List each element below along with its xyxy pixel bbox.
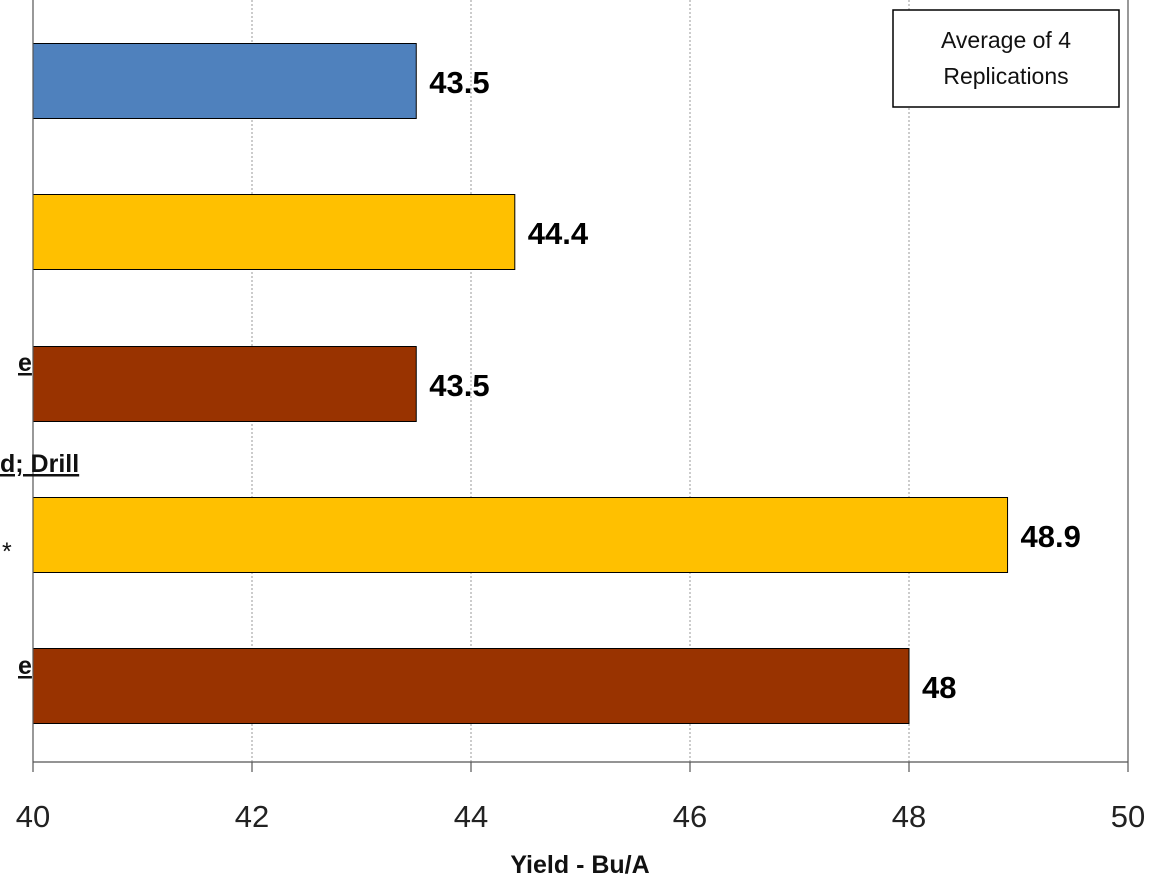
bar-data-label: 44.4 — [528, 216, 589, 251]
data-labels: 43.5 44.4 43.5 48.9 48 — [429, 65, 1081, 705]
category-labels: e d; Drill * e — [0, 349, 79, 680]
x-tick-label: 44 — [454, 799, 488, 834]
replication-note-line-2: Replications — [943, 63, 1068, 89]
x-axis-title: Yield - Bu/A — [510, 851, 649, 879]
bar — [32, 648, 910, 724]
bars — [32, 43, 1009, 724]
bar — [32, 497, 1009, 573]
bar-data-label: 48.9 — [1021, 519, 1081, 554]
x-tick-label: 42 — [235, 799, 269, 834]
replication-note-box — [892, 9, 1120, 108]
bar-data-label: 48 — [922, 670, 956, 705]
replication-note: Average of 4 Replications — [892, 9, 1120, 108]
x-tick-label: 50 — [1111, 799, 1145, 834]
bar-data-label: 43.5 — [429, 368, 489, 403]
bar-data-label: 43.5 — [429, 65, 489, 100]
x-axis: 40 42 44 46 48 50 — [16, 0, 1145, 834]
bar — [32, 346, 417, 422]
x-tick-label: 48 — [892, 799, 926, 834]
category-label-fragment: e — [18, 349, 32, 377]
x-tick-label: 46 — [673, 799, 707, 834]
category-label-fragment: d; Drill — [0, 450, 79, 478]
x-tick-label: 40 — [16, 799, 50, 834]
bar — [32, 194, 516, 270]
bar — [32, 43, 417, 119]
category-label-fragment: * — [2, 538, 12, 566]
replication-note-line-1: Average of 4 — [941, 27, 1071, 53]
category-label-fragment: e — [18, 652, 32, 680]
